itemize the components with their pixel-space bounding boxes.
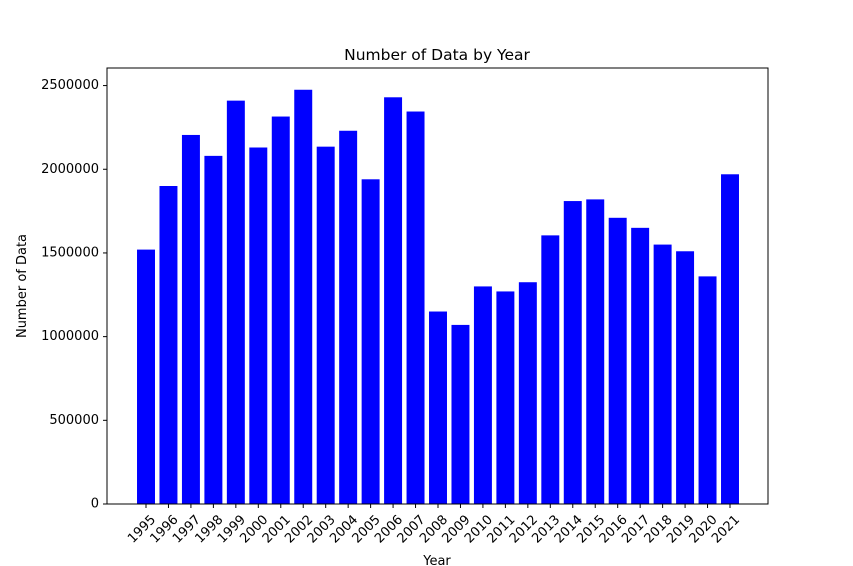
bar-2011 <box>496 291 515 504</box>
bar-2013 <box>541 235 560 504</box>
bar-2018 <box>653 244 672 504</box>
bar-1997 <box>181 134 200 504</box>
bar-2009 <box>451 324 470 504</box>
x-axis: 1995199619971998199920002001200220032004… <box>125 504 743 546</box>
bar-2017 <box>631 227 650 504</box>
bar-2021 <box>721 174 739 504</box>
bar-2005 <box>361 179 380 505</box>
bar-1998 <box>204 155 223 504</box>
bar-2014 <box>563 201 582 504</box>
bar-1999 <box>226 100 245 504</box>
bars-layer <box>137 89 739 505</box>
bar-2008 <box>429 311 447 504</box>
bar-2001 <box>271 116 290 504</box>
chart-title: Number of Data by Year <box>344 46 530 64</box>
y-tick-label: 1000000 <box>41 329 99 344</box>
bar-2006 <box>384 97 403 504</box>
y-tick-label: 1500000 <box>41 245 99 260</box>
y-tick-label: 0 <box>91 497 99 512</box>
bar-2003 <box>316 146 335 504</box>
bar-2019 <box>676 251 695 504</box>
y-axis: 0 500000 1000000 1500000 2000000 2500000 <box>41 78 107 512</box>
y-axis-title: Number of Data <box>15 234 30 338</box>
bar-1995 <box>137 249 155 504</box>
bar-1996 <box>159 186 178 504</box>
x-axis-title: Year <box>422 554 451 566</box>
bar-2012 <box>518 282 537 504</box>
bar-2020 <box>698 276 717 504</box>
bar-2002 <box>294 89 313 504</box>
bar-2016 <box>608 217 627 505</box>
y-tick-label: 2500000 <box>41 78 99 93</box>
y-tick-label: 500000 <box>49 413 99 428</box>
bar-2010 <box>473 286 492 504</box>
bar-2007 <box>406 111 425 505</box>
bar-2015 <box>586 199 605 504</box>
bar-2000 <box>249 147 268 504</box>
bar-2004 <box>339 130 358 504</box>
y-tick-label: 2000000 <box>41 162 99 177</box>
